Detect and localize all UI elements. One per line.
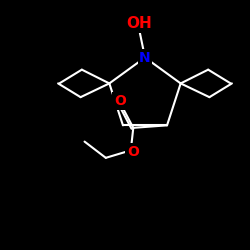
Text: OH: OH xyxy=(126,16,152,31)
Text: N: N xyxy=(139,50,151,64)
Text: O: O xyxy=(114,94,126,108)
Text: O: O xyxy=(127,144,139,158)
